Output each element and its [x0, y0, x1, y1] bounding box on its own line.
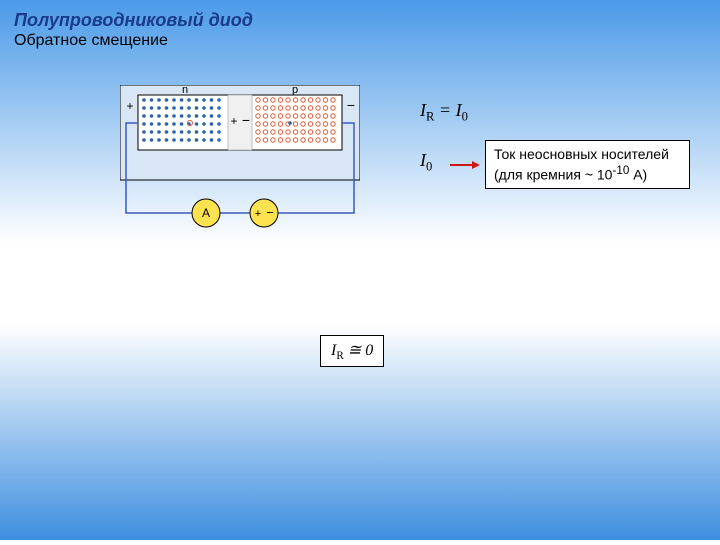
- info-line1: Ток неосновных носителей: [494, 145, 681, 163]
- diode-circuit-diagram: n p + − + − A: [120, 85, 360, 240]
- right-terminal-minus: −: [347, 97, 355, 113]
- arrow-icon: [450, 158, 480, 176]
- minority-current-info-box: Ток неосновных носителей (для кремния ~ …: [485, 140, 690, 189]
- equation-ir-equals-i0: IR = I0: [420, 100, 468, 125]
- battery-plus: +: [255, 208, 261, 220]
- p-region-label: p: [292, 85, 298, 96]
- depletion-plus: +: [230, 114, 237, 128]
- battery-minus: −: [266, 205, 274, 220]
- i0-symbol: I0: [420, 150, 432, 175]
- left-terminal-plus: +: [126, 99, 133, 113]
- equation-ir-approx-zero: IR ≅ 0: [320, 335, 384, 367]
- depletion-minus: −: [242, 112, 250, 128]
- minority-electron-in-p: [288, 121, 292, 125]
- info-line2: (для кремния ~ 10-10 A): [494, 163, 681, 184]
- page-title: Полупроводниковый диод: [14, 10, 253, 31]
- ammeter-label: A: [202, 206, 210, 220]
- n-region-label: n: [182, 85, 188, 96]
- page-subtitle: Обратное смещение: [14, 32, 168, 50]
